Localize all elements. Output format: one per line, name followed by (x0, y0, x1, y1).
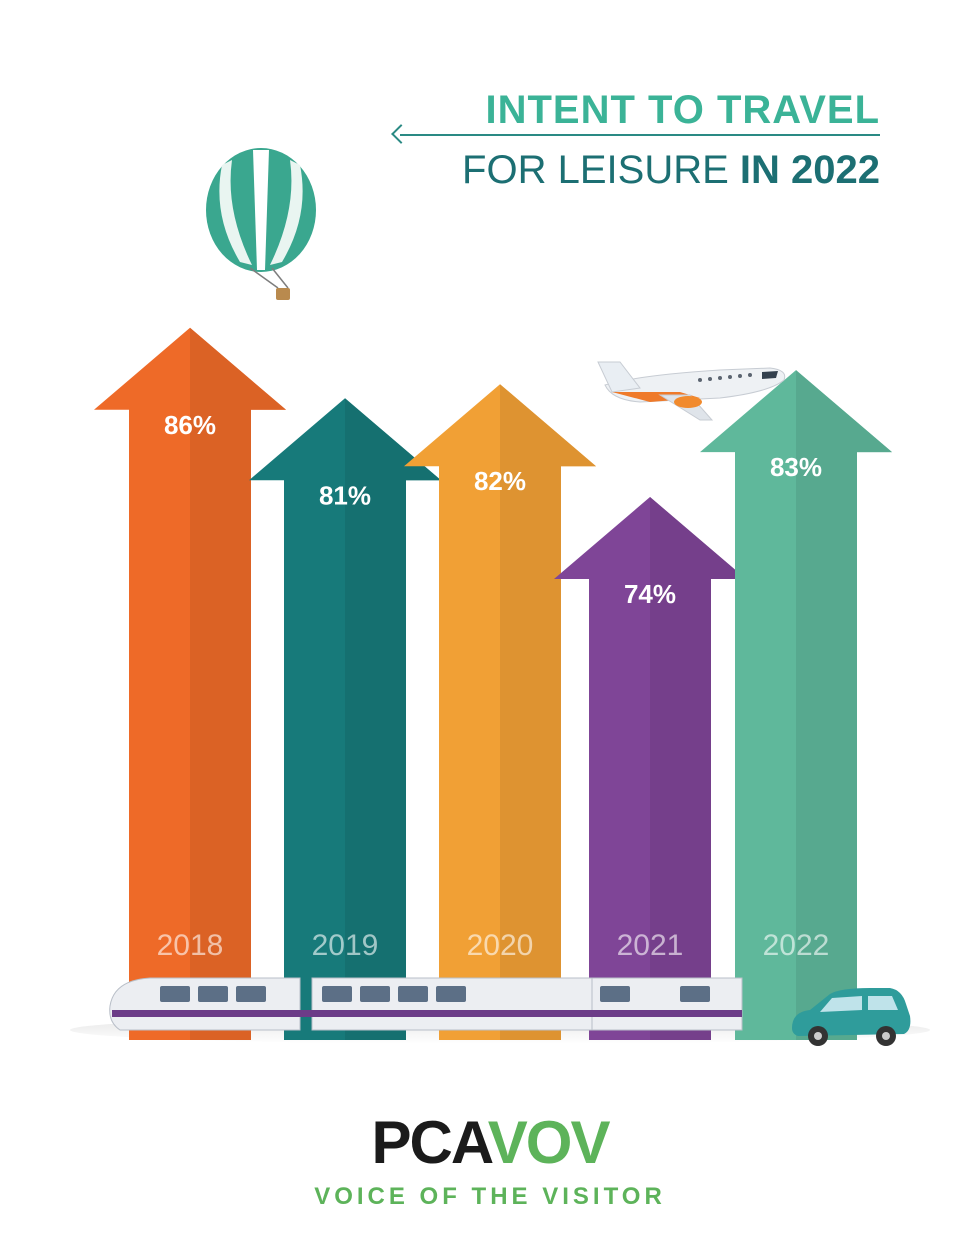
page-subtitle: FOR LEISURE IN 2022 (462, 148, 880, 193)
train-icon (109, 977, 743, 1031)
category-label-2020: 2020 (467, 929, 534, 962)
car-icon (792, 988, 911, 1046)
logo-word-b: VOV (487, 1109, 611, 1176)
category-label-2021: 2021 (617, 929, 684, 962)
subtitle-part-b: IN 2022 (739, 148, 880, 192)
title-divider (400, 134, 880, 136)
logo-wordmark: PCAVOV (0, 1108, 980, 1177)
value-labels-layer: 86% 81% 82% 74% 83% (164, 410, 822, 609)
logo-word-a: PCA (371, 1109, 490, 1176)
value-label-2022: 83% (770, 452, 822, 482)
hot-air-balloon-icon (206, 148, 316, 300)
subtitle-part-a: FOR LEISURE (462, 148, 729, 192)
arrow-bar-shade-2018 (190, 327, 286, 1040)
value-label-2018: 86% (164, 410, 216, 440)
pca-vov-logo: PCAVOV VOICE OF THE VISITOR (0, 1108, 980, 1211)
airplane-icon (597, 361, 786, 421)
value-label-2020: 82% (474, 466, 526, 496)
page-title: INTENT TO TRAVEL (485, 88, 880, 132)
bars-layer (94, 327, 892, 1041)
arrow-bar-shade-2022 (796, 370, 892, 1041)
category-labels-layer: 2018 2019 2020 2021 2022 (157, 929, 830, 962)
category-label-2018: 2018 (157, 929, 224, 962)
arrow-bar-shade-2020 (500, 384, 596, 1040)
logo-tagline: VOICE OF THE VISITOR (314, 1183, 666, 1210)
category-label-2022: 2022 (763, 929, 830, 962)
arrow-bar-shade-2019 (345, 398, 441, 1040)
value-label-2019: 81% (319, 480, 371, 510)
arrow-bar-shade-2021 (650, 497, 746, 1040)
category-label-2019: 2019 (312, 929, 379, 962)
value-label-2021: 74% (624, 579, 676, 609)
